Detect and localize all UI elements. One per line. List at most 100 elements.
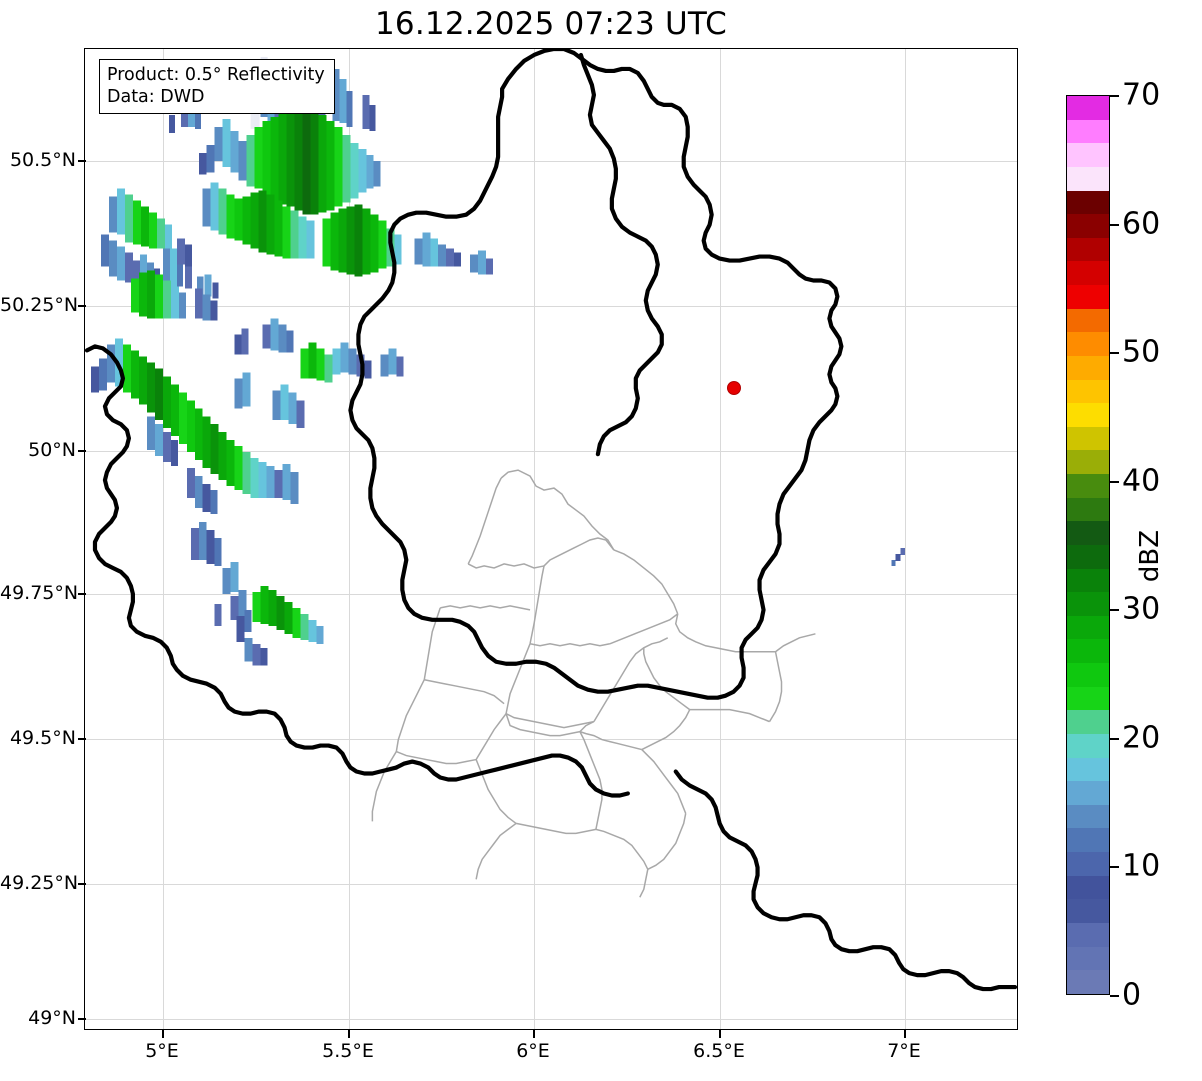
info-product-line: Product: 0.5° Reflectivity bbox=[107, 65, 325, 85]
colorbar-tick-mark bbox=[1110, 866, 1119, 868]
colorbar-band bbox=[1067, 521, 1109, 545]
colorbar-band bbox=[1067, 970, 1109, 994]
colorbar-label-0: 0 bbox=[1122, 977, 1142, 1013]
colorbar-band bbox=[1067, 922, 1109, 947]
colorbar-label-30: 30 bbox=[1122, 591, 1161, 627]
gridline-vertical bbox=[905, 49, 906, 1029]
x-axis-tick-5-5e: 5.5°E bbox=[322, 1040, 374, 1062]
colorbar-band bbox=[1067, 190, 1109, 215]
colorbar-band bbox=[1067, 946, 1109, 971]
colorbar-band bbox=[1067, 119, 1109, 144]
colorbar-band bbox=[1067, 757, 1109, 782]
gridline-horizontal bbox=[85, 884, 1017, 885]
x-tick-mark bbox=[533, 1030, 535, 1038]
gridline-horizontal bbox=[85, 1019, 1017, 1020]
colorbar-band bbox=[1067, 686, 1109, 711]
colorbar-band bbox=[1067, 639, 1109, 663]
colorbar-band bbox=[1067, 450, 1109, 474]
colorbar-band bbox=[1067, 733, 1109, 758]
y-tick-mark bbox=[78, 738, 86, 740]
colorbar-band bbox=[1067, 96, 1109, 120]
x-axis-tick-label: 5.5°E bbox=[322, 1040, 374, 1062]
page-title: 16.12.2025 07:23 UTC bbox=[375, 6, 727, 42]
info-data-line: Data: DWD bbox=[107, 87, 205, 107]
gridline-horizontal bbox=[85, 451, 1017, 452]
colorbar-band bbox=[1067, 497, 1109, 522]
x-tick-mark bbox=[348, 1030, 350, 1038]
colorbar-band bbox=[1067, 474, 1109, 498]
colorbar-band bbox=[1067, 544, 1109, 569]
colorbar-band bbox=[1067, 875, 1109, 900]
colorbar-band bbox=[1067, 615, 1109, 640]
radar-site-marker[interactable] bbox=[727, 381, 741, 395]
gridline-vertical bbox=[720, 49, 721, 1029]
y-axis-tick-50-25: 50.25°N bbox=[0, 294, 79, 316]
y-axis-tick-label: 49°N bbox=[28, 1007, 76, 1029]
y-tick-mark bbox=[78, 883, 86, 885]
y-axis-tick-label: 49.5°N bbox=[9, 727, 76, 749]
colorbar-label-10: 10 bbox=[1122, 848, 1161, 884]
y-axis-tick-49-5: 49.5°N bbox=[0, 727, 76, 749]
colorbar-band bbox=[1067, 781, 1109, 805]
colorbar-label-60: 60 bbox=[1122, 206, 1161, 242]
gridline-vertical bbox=[534, 49, 535, 1029]
y-tick-mark bbox=[78, 450, 86, 452]
y-tick-mark bbox=[78, 1018, 86, 1020]
y-tick-mark bbox=[78, 593, 86, 595]
x-axis-tick-6e: 6°E bbox=[516, 1040, 550, 1062]
x-tick-mark bbox=[162, 1030, 164, 1038]
x-axis-tick-6-5e: 6.5°E bbox=[693, 1040, 745, 1062]
gridline-vertical bbox=[163, 49, 164, 1029]
gridline-vertical bbox=[349, 49, 350, 1029]
y-axis-tick-50: 50°N bbox=[0, 439, 76, 461]
colorbar-band bbox=[1067, 166, 1109, 191]
colorbar-band bbox=[1067, 592, 1109, 616]
colorbar-band bbox=[1067, 332, 1109, 356]
x-tick-mark bbox=[904, 1030, 906, 1038]
x-axis-tick-label: 7°E bbox=[887, 1040, 921, 1062]
y-tick-mark bbox=[78, 305, 86, 307]
y-axis-tick-49-25: 49.25°N bbox=[0, 872, 79, 894]
radar-map-plot[interactable]: Product: 0.5° Reflectivity Data: DWD bbox=[84, 48, 1018, 1030]
colorbar[interactable] bbox=[1066, 95, 1110, 995]
region-borders bbox=[371, 469, 816, 898]
y-axis-tick-label: 50.5°N bbox=[9, 149, 76, 171]
colorbar-band bbox=[1067, 261, 1109, 285]
y-axis-tick-label: 49.75°N bbox=[0, 582, 79, 604]
colorbar-label-70: 70 bbox=[1122, 77, 1161, 113]
colorbar-band bbox=[1067, 285, 1109, 309]
x-axis-tick-5e: 5°E bbox=[145, 1040, 179, 1062]
colorbar-band bbox=[1067, 143, 1109, 167]
map-layers bbox=[85, 49, 1017, 992]
gridline-horizontal bbox=[85, 306, 1017, 307]
x-axis-tick-7e: 7°E bbox=[887, 1040, 921, 1062]
colorbar-tick-mark bbox=[1110, 738, 1119, 740]
colorbar-band bbox=[1067, 403, 1109, 427]
y-axis-tick-label: 49.25°N bbox=[0, 872, 79, 894]
colorbar-band bbox=[1067, 710, 1109, 734]
colorbar-tick-mark bbox=[1110, 995, 1119, 997]
x-axis-tick-label: 5°E bbox=[145, 1040, 179, 1062]
x-axis-tick-label: 6°E bbox=[516, 1040, 550, 1062]
y-axis-tick-50-5: 50.5°N bbox=[0, 149, 76, 171]
colorbar-tick-mark bbox=[1110, 95, 1119, 97]
gridline-horizontal bbox=[85, 161, 1017, 162]
colorbar-band bbox=[1067, 828, 1109, 852]
colorbar-band bbox=[1067, 379, 1109, 404]
y-axis-tick-label: 50.25°N bbox=[0, 294, 79, 316]
x-axis-tick-label: 6.5°E bbox=[693, 1040, 745, 1062]
gridline-horizontal bbox=[85, 739, 1017, 740]
country-border-luxembourg bbox=[348, 49, 844, 700]
colorbar-band bbox=[1067, 308, 1109, 333]
info-box: Product: 0.5° Reflectivity Data: DWD bbox=[99, 59, 335, 114]
colorbar-band bbox=[1067, 426, 1109, 451]
colorbar-label-50: 50 bbox=[1122, 334, 1161, 370]
colorbar-tick-mark bbox=[1110, 609, 1119, 611]
colorbar-band bbox=[1067, 355, 1109, 380]
colorbar-band bbox=[1067, 214, 1109, 238]
colorbar-band bbox=[1067, 804, 1109, 829]
x-tick-mark bbox=[719, 1030, 721, 1038]
colorbar-band bbox=[1067, 237, 1109, 262]
colorbar-label-40: 40 bbox=[1122, 463, 1161, 499]
colorbar-tick-mark bbox=[1110, 481, 1119, 483]
